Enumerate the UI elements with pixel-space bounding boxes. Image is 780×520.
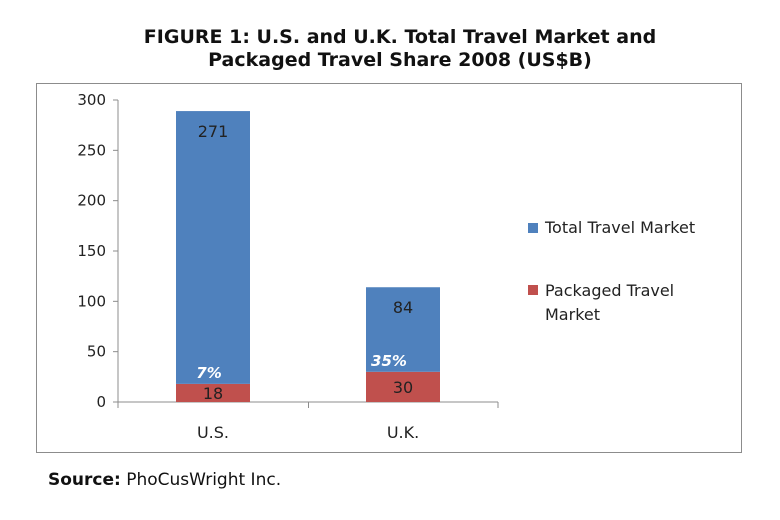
data-label-packaged: 18	[203, 384, 223, 403]
chart-title-line-2: Packaged Travel Share 2008 (US$B)	[208, 49, 592, 71]
data-label-packaged: 30	[393, 378, 413, 397]
chart-title-line-1: FIGURE 1: U.S. and U.K. Total Travel Mar…	[143, 26, 657, 48]
share-label: 7%	[196, 364, 221, 382]
bar-total-travel-market	[366, 287, 440, 372]
y-tick-label: 200	[77, 192, 106, 210]
y-tick-label: 250	[77, 141, 106, 159]
data-label-total: 84	[393, 298, 413, 317]
y-tick-label: 150	[77, 242, 106, 260]
y-tick-label: 50	[87, 343, 106, 361]
source-text: PhoCusWright Inc.	[126, 470, 282, 490]
legend-swatch-packaged	[528, 285, 538, 295]
x-category-label: U.S.	[197, 423, 229, 442]
source-note: Source: PhoCusWright Inc.	[48, 470, 281, 490]
bar-packaged-travel-market	[366, 371, 440, 402]
legend-label-packaged: Packaged Travel Market	[545, 281, 674, 324]
x-category-label: U.K.	[387, 423, 419, 442]
y-tick-label: 0	[96, 393, 106, 411]
source-label: Source:	[48, 470, 121, 490]
bar-packaged-travel-market	[176, 383, 250, 402]
data-label-total: 271	[198, 122, 229, 141]
chart-title: FIGURE 1: U.S. and U.K. Total Travel Mar…	[60, 26, 740, 72]
y-tick-label: 100	[77, 292, 106, 310]
y-tick-label: 300	[77, 91, 106, 109]
bar-total-travel-market	[176, 111, 250, 384]
legend-swatch-total	[528, 223, 538, 233]
share-label: 35%	[371, 352, 407, 370]
chart-frame	[36, 83, 742, 453]
legend-label-total: Total Travel Market	[544, 218, 695, 237]
